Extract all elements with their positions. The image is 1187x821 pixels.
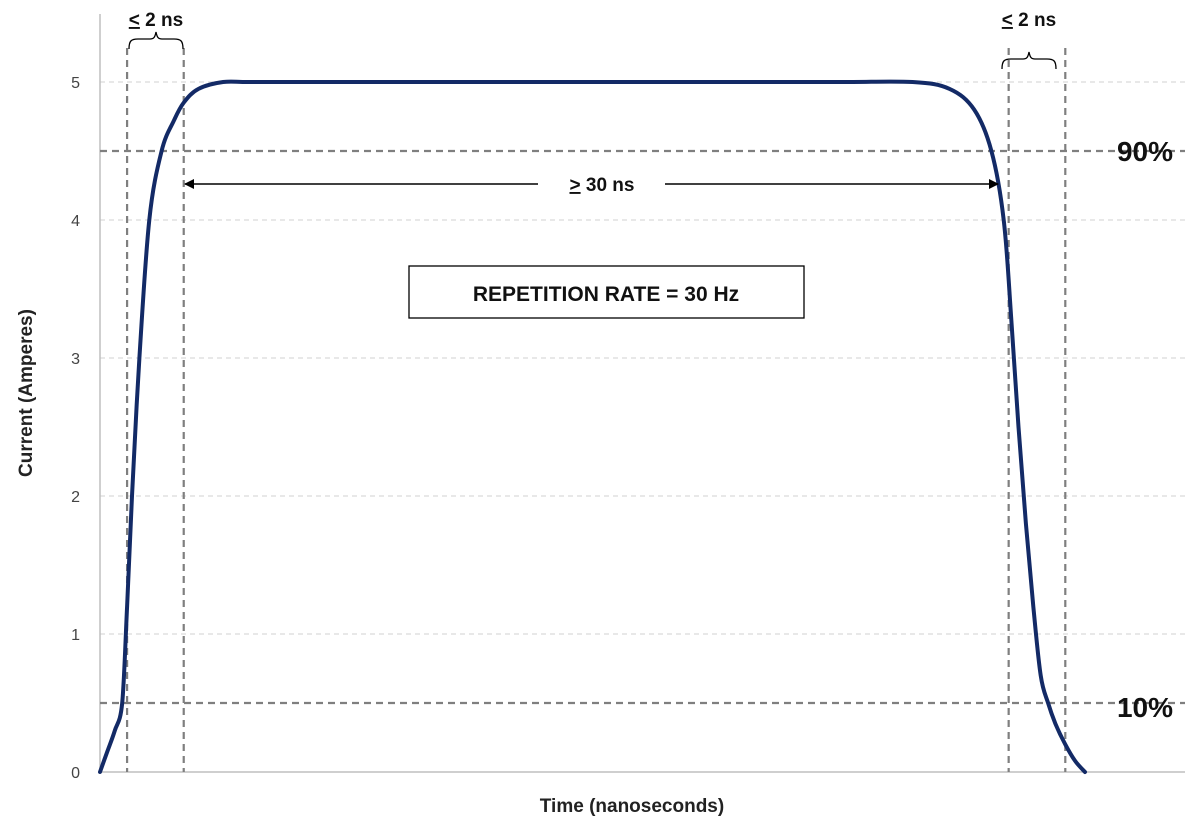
repetition-rate-box: [408, 265, 805, 319]
rise-label-symbol: <: [129, 10, 140, 31]
fall-time-label: < 2 ns: [1002, 10, 1056, 31]
rise-brace: [128, 31, 184, 50]
repetition-rate-text: REPETITION RATE = 30 Hz: [473, 283, 739, 306]
width-label-value: 30 ns: [581, 175, 635, 196]
rise-label-value: 2 ns: [140, 10, 183, 31]
width-label: > 30 ns: [570, 175, 635, 196]
y-tick-label: 4: [71, 213, 80, 230]
y-tick-label: 3: [71, 351, 80, 368]
width-label-symbol: >: [570, 175, 581, 196]
level-label-90: 90%: [1117, 136, 1173, 167]
level-label-10: 10%: [1117, 692, 1173, 723]
reference-lines: [100, 48, 1185, 772]
y-tick-labels: 0 1 2 3 4 5: [71, 75, 80, 782]
y-axis-title: Current (Amperes): [16, 309, 37, 477]
y-tick-label: 5: [71, 75, 80, 92]
y-tick-label: 2: [71, 489, 80, 506]
y-tick-label: 0: [71, 765, 80, 782]
fall-brace: [1001, 51, 1057, 70]
fall-label-value: 2 ns: [1013, 10, 1056, 31]
y-tick-label: 1: [71, 627, 80, 644]
x-axis-title: Time (nanoseconds): [540, 796, 724, 817]
series-line-pulse: [98, 79, 1087, 774]
gridlines: [100, 81, 1185, 635]
rise-time-label: < 2 ns: [129, 10, 183, 31]
fall-label-symbol: <: [1002, 10, 1013, 31]
